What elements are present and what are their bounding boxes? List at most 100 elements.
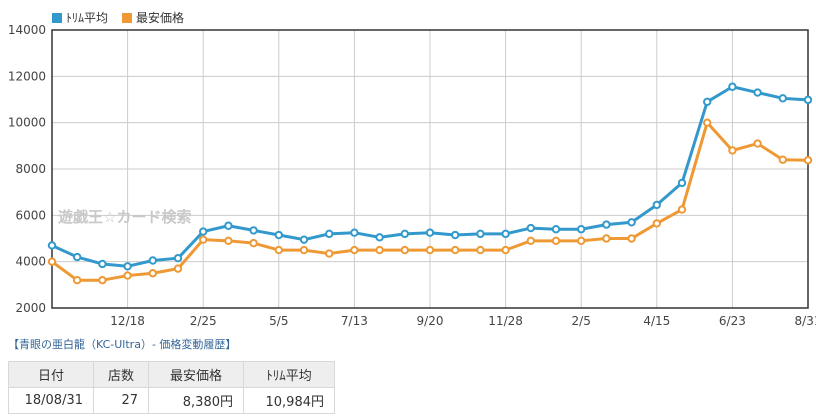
y-tick-label: 8000 <box>15 162 46 176</box>
header-lowest-price: 最安価格 <box>148 361 244 388</box>
data-point-lowest-price <box>47 257 57 266</box>
y-tick-label: 2000 <box>15 301 46 315</box>
data-point-lowest-price <box>173 264 183 273</box>
legend-swatch-lowest-price <box>122 12 133 23</box>
data-point-lowest-price <box>703 118 712 127</box>
data-point-trim-average <box>728 82 737 91</box>
x-tick-label: 6/23 <box>719 314 746 328</box>
data-point-lowest-price <box>627 234 636 243</box>
data-point-lowest-price <box>425 245 435 255</box>
data-point-trim-average <box>602 220 611 229</box>
legend-swatch-trim-average <box>52 12 62 23</box>
price-history-chart: 2000 4000 6000 8000 10000 12000 14000 12/18 2/25… <box>8 23 816 328</box>
data-point-trim-average <box>703 97 712 107</box>
data-point-lowest-price <box>400 245 409 255</box>
data-point-trim-average <box>677 178 687 188</box>
data-point-lowest-price <box>350 245 359 255</box>
data-point-trim-average <box>249 226 258 235</box>
data-point-trim-average <box>173 253 183 263</box>
table-header-row: 日付 店数 最安価格 ﾄﾘﾑ平均 <box>8 361 335 388</box>
data-point-trim-average <box>425 228 435 237</box>
data-point-trim-average <box>778 94 787 103</box>
chart-caption: 【青眼の亜白龍（KC-Ultra）- 価格変動履歴】 <box>8 338 237 351</box>
data-point-trim-average <box>803 95 813 105</box>
data-point-trim-average <box>73 252 82 262</box>
data-point-lowest-price <box>199 235 208 244</box>
header-date: 日付 <box>8 361 94 388</box>
data-point-trim-average <box>224 221 233 230</box>
header-trim-average: ﾄﾘﾑ平均 <box>243 361 335 388</box>
data-point-lowest-price <box>476 245 485 255</box>
data-point-trim-average <box>652 200 661 210</box>
plot-border <box>51 29 809 309</box>
data-point-lowest-price <box>375 245 384 255</box>
x-tick-label: 8/31 <box>795 314 816 328</box>
data-point-trim-average <box>47 241 57 250</box>
data-point-trim-average <box>274 230 283 240</box>
y-tick-label: 4000 <box>15 255 46 269</box>
legend-item-trim-average[interactable]: ﾄﾘﾑ平均 <box>52 9 108 26</box>
data-point-trim-average <box>753 88 762 97</box>
data-point-lowest-price <box>551 236 561 246</box>
data-point-lowest-price <box>98 276 107 285</box>
table-row: 18/08/31 27 8,380円 10,984円 <box>8 387 335 414</box>
cell-trim-average: 10,984円 <box>243 387 335 414</box>
data-point-lowest-price <box>778 155 787 164</box>
data-point-lowest-price <box>249 238 258 248</box>
x-tick-label: 7/13 <box>341 314 368 328</box>
data-point-trim-average <box>577 225 586 234</box>
data-point-lowest-price <box>753 139 762 148</box>
data-point-trim-average <box>199 227 208 236</box>
data-point-lowest-price <box>728 146 737 155</box>
data-point-trim-average <box>375 233 384 242</box>
x-tick-label: 4/15 <box>643 314 670 328</box>
x-tick-label: 5/5 <box>269 314 288 328</box>
data-point-lowest-price <box>224 236 233 246</box>
data-point-lowest-price <box>526 236 535 246</box>
data-point-trim-average <box>400 229 409 239</box>
data-point-lowest-price <box>123 271 132 280</box>
data-point-trim-average <box>123 262 132 271</box>
x-tick-label: 9/20 <box>417 314 444 328</box>
watermark-text: 遊戯王☆カード検索 <box>58 208 191 226</box>
legend-label-trim-average: ﾄﾘﾑ平均 <box>66 11 109 25</box>
x-tick-label: 2/5 <box>572 314 591 328</box>
cell-date: 18/08/31 <box>8 387 94 414</box>
data-point-lowest-price <box>274 245 283 255</box>
y-tick-label: 6000 <box>15 208 46 222</box>
y-tick-label: 10000 <box>8 116 46 130</box>
x-tick-label: 11/28 <box>488 314 523 328</box>
x-tick-label: 2/25 <box>190 314 217 328</box>
data-point-lowest-price <box>803 155 813 165</box>
y-tick-label: 12000 <box>8 69 46 83</box>
data-point-lowest-price <box>73 276 82 285</box>
data-point-trim-average <box>451 230 460 240</box>
data-point-lowest-price <box>299 245 309 255</box>
data-point-trim-average <box>501 229 510 239</box>
data-point-trim-average <box>627 218 636 227</box>
data-point-trim-average <box>148 256 158 265</box>
data-point-trim-average <box>325 229 334 239</box>
header-store-count: 店数 <box>93 361 149 388</box>
price-summary-table: 日付 店数 最安価格 ﾄﾘﾑ平均 18/08/31 27 8,380円 10,9… <box>8 361 335 414</box>
data-point-lowest-price <box>577 236 586 246</box>
cell-lowest-price: 8,380円 <box>148 387 244 414</box>
legend-item-lowest-price[interactable]: 最安価格 <box>122 9 184 26</box>
legend-label-lowest-price: 最安価格 <box>136 11 185 25</box>
data-point-lowest-price <box>602 234 611 243</box>
data-point-trim-average <box>350 228 359 237</box>
data-point-trim-average <box>98 259 107 269</box>
data-point-lowest-price <box>451 245 460 255</box>
chart-legend: ﾄﾘﾑ平均 最安価格 <box>52 9 184 26</box>
data-point-lowest-price <box>652 219 661 228</box>
data-point-trim-average <box>299 235 309 244</box>
cell-store-count: 27 <box>93 387 149 414</box>
data-point-lowest-price <box>325 249 334 258</box>
data-point-trim-average <box>476 229 485 239</box>
data-point-trim-average <box>526 223 535 233</box>
data-point-lowest-price <box>677 205 687 214</box>
x-tick-label: 12/18 <box>110 314 145 328</box>
data-point-trim-average <box>551 225 561 234</box>
data-point-lowest-price <box>148 269 158 278</box>
data-point-lowest-price <box>501 245 510 255</box>
